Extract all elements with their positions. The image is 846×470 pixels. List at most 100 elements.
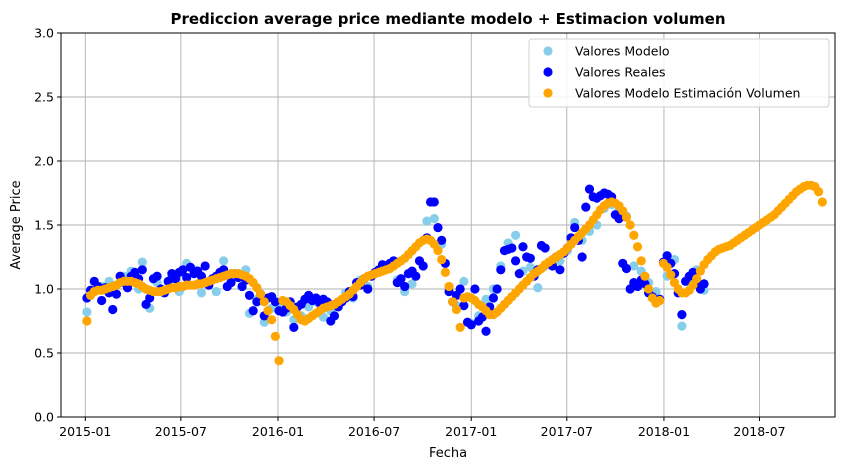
data-point: [644, 284, 654, 294]
y-tick-label: 2.0: [34, 154, 54, 169]
data-point: [692, 274, 702, 284]
data-point: [429, 214, 439, 224]
data-point: [111, 289, 122, 299]
x-tick-label: 2017-07: [541, 424, 593, 439]
data-point: [632, 242, 643, 252]
data-point: [259, 297, 269, 307]
y-tick-label: 0.0: [34, 410, 54, 425]
data-point: [407, 279, 417, 289]
plot-frame: [60, 32, 836, 418]
legend-marker: [543, 46, 553, 56]
legend: Valores Modelo Valores Reales Valores Mode…: [528, 38, 830, 108]
data-point: [577, 252, 587, 262]
data-point: [455, 284, 465, 294]
data-point: [510, 230, 521, 240]
data-point: [492, 284, 502, 294]
data-point: [219, 256, 229, 266]
data-point: [555, 265, 565, 275]
legend-marker: [543, 67, 553, 77]
x-tick-label: 2016-07: [348, 424, 400, 439]
data-point: [437, 235, 447, 245]
data-point: [252, 297, 262, 307]
data-point: [248, 306, 258, 316]
y-axis: 0.0 0.5 1.0 1.5 2.0 2.5 3.0: [34, 26, 61, 425]
data-point: [437, 254, 447, 265]
data-point: [662, 262, 672, 272]
data-point: [459, 301, 469, 311]
x-tick-label: 2018-07: [733, 424, 785, 439]
data-point: [289, 322, 299, 332]
data-point: [244, 290, 255, 300]
y-tick-label: 1.0: [34, 282, 54, 297]
data-point: [636, 256, 646, 266]
x-tick-label: 2018-01: [638, 424, 690, 439]
data-point: [581, 202, 591, 212]
y-tick-label: 1.5: [34, 218, 54, 233]
legend-label: Valores Modelo Estimación Volumen: [575, 86, 800, 101]
data-point: [137, 257, 147, 267]
data-point: [699, 279, 709, 289]
data-point: [82, 316, 92, 326]
data-point: [152, 271, 162, 281]
data-point: [496, 265, 506, 275]
data-point: [814, 187, 824, 197]
x-tick-label: 2016-01: [252, 424, 304, 439]
y-tick-label: 0.5: [34, 346, 54, 361]
data-point: [329, 311, 340, 321]
data-point: [459, 276, 469, 286]
data-point: [640, 271, 650, 281]
data-point: [629, 230, 639, 240]
data-point: [440, 267, 450, 277]
data-point: [255, 289, 266, 299]
x-tick-label: 2017-01: [445, 424, 497, 439]
data-point: [97, 295, 107, 306]
data-point: [621, 212, 632, 222]
data-point: [396, 274, 406, 284]
data-point: [518, 242, 528, 252]
data-point: [259, 317, 269, 327]
data-point: [196, 288, 207, 298]
legend-label: Valores Reales: [575, 65, 666, 80]
data-point: [655, 295, 665, 306]
data-point: [481, 326, 491, 336]
data-point: [411, 271, 421, 281]
data-point: [363, 284, 373, 294]
data-point: [178, 265, 188, 275]
data-point: [488, 293, 499, 303]
data-point: [263, 306, 273, 316]
data-point: [211, 286, 221, 297]
data-point: [418, 261, 428, 271]
data-point: [400, 281, 410, 292]
data-point: [677, 310, 687, 320]
data-point: [466, 320, 476, 330]
data-point: [182, 272, 192, 283]
data-point: [514, 269, 524, 279]
x-axis-label: Fecha: [429, 446, 467, 461]
y-tick-label: 3.0: [34, 26, 54, 41]
data-point: [540, 243, 550, 253]
data-point: [510, 256, 521, 266]
x-axis: 2015-01 2015-07 2016-01 2016-07 2017-01 2017-…: [59, 417, 786, 439]
y-tick-label: 2.5: [34, 90, 54, 105]
data-point: [677, 321, 687, 331]
data-point: [267, 315, 277, 325]
legend-label: Valores Modelo: [575, 44, 670, 59]
data-point: [429, 197, 439, 207]
x-tick-label: 2015-07: [155, 424, 207, 439]
data-point: [137, 265, 147, 275]
data-point: [629, 261, 639, 271]
data-points: [82, 180, 827, 366]
data-point: [422, 216, 432, 226]
data-point: [444, 281, 454, 292]
data-point: [570, 222, 580, 233]
data-point: [108, 304, 118, 315]
data-point: [614, 214, 624, 224]
data-point: [451, 304, 462, 315]
chart-title: Prediccion average price mediante modelo…: [170, 10, 725, 28]
data-point: [455, 322, 465, 332]
data-point: [433, 222, 443, 233]
data-point: [625, 220, 635, 230]
data-point: [270, 297, 280, 307]
data-point: [481, 294, 491, 304]
